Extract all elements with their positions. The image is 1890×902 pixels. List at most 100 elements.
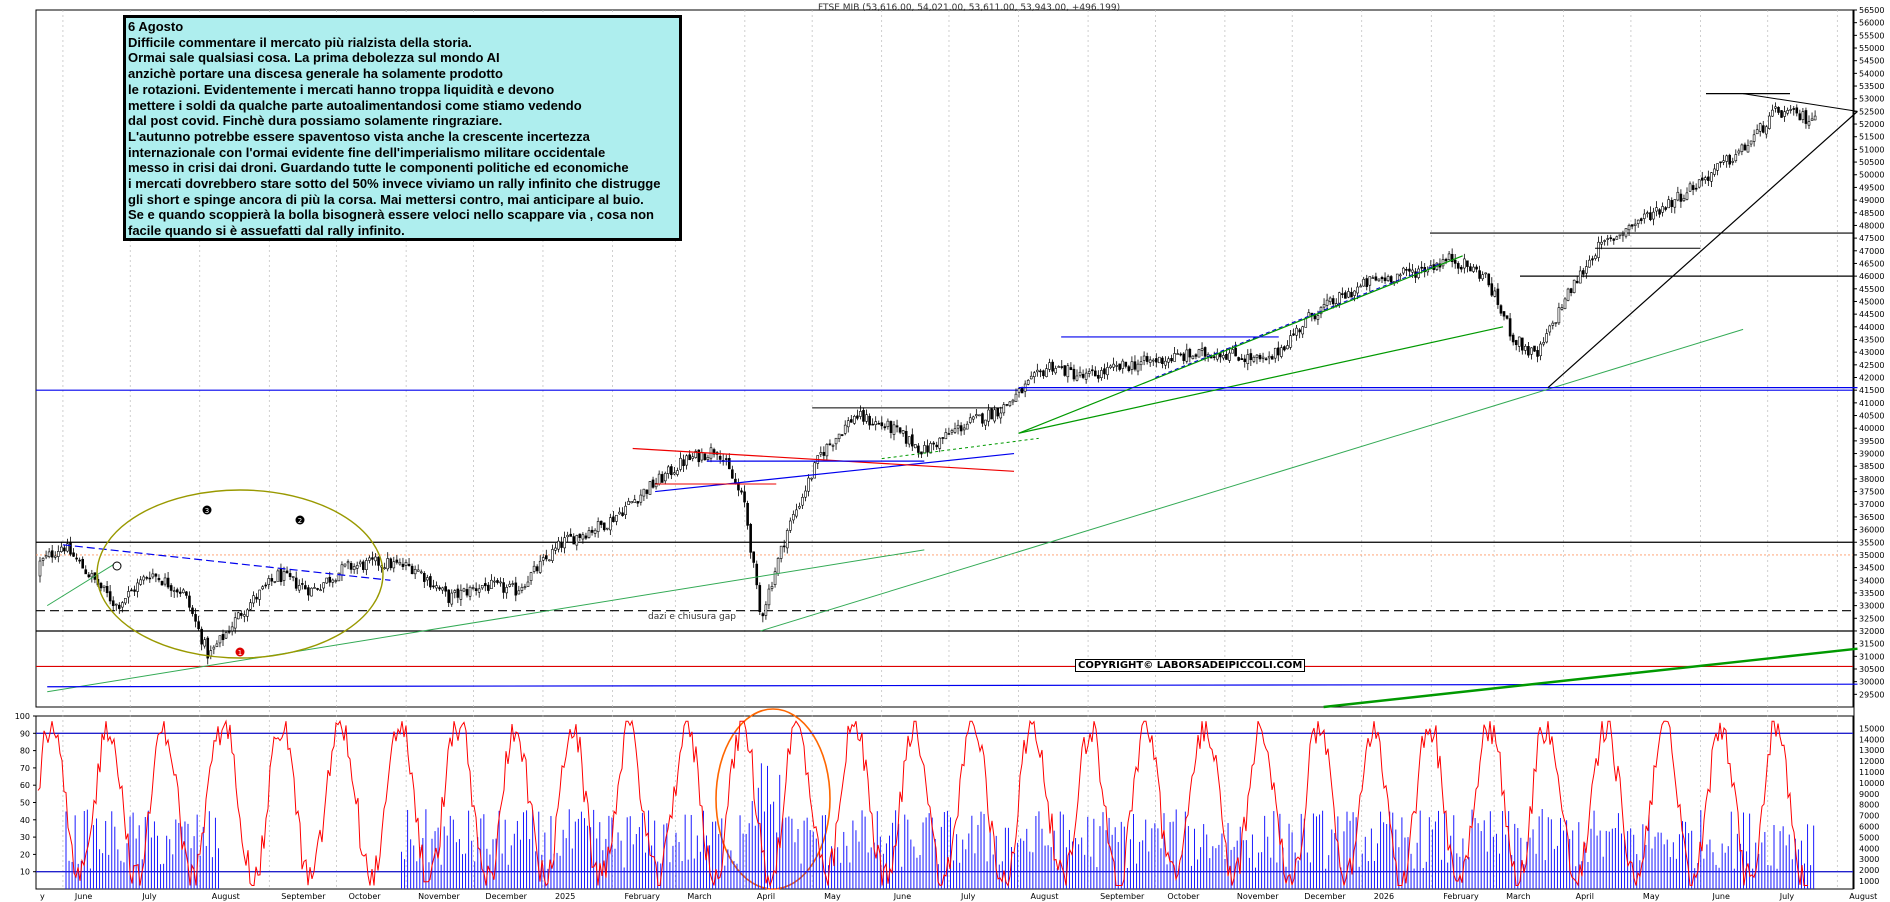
- volume-tick-label: 5000: [1859, 833, 1879, 842]
- candle-body: [621, 512, 624, 516]
- x-tick-label: y: [40, 892, 45, 901]
- volume-tick-label: 10000: [1859, 779, 1884, 788]
- candle-body: [1017, 388, 1021, 393]
- candle-body: [1005, 404, 1009, 406]
- trendline-green: [46, 562, 118, 607]
- candle-body: [1173, 353, 1176, 362]
- candle-body: [252, 595, 255, 604]
- candle-body: [432, 585, 435, 588]
- commentary-box: 6 Agosto Difficile commentare il mercato…: [123, 15, 682, 241]
- candle-body: [1783, 111, 1786, 117]
- y-tick-label: 48000: [1859, 221, 1884, 230]
- candle-body: [892, 424, 896, 435]
- marker-circle: [112, 561, 122, 571]
- y-tick-label: 43500: [1859, 335, 1884, 344]
- candle-body: [1490, 283, 1494, 296]
- candle-body: [654, 483, 658, 488]
- candle-body: [1029, 375, 1033, 380]
- candle-body: [1374, 276, 1378, 281]
- candle-body: [1585, 266, 1588, 274]
- candle-body: [1539, 343, 1542, 357]
- x-tick-label: December: [1304, 892, 1346, 901]
- y-tick-label: 42500: [1859, 361, 1884, 370]
- candle-body: [1115, 365, 1118, 367]
- candle-body: [1728, 154, 1731, 165]
- candle-body: [1139, 361, 1143, 366]
- candle-body: [47, 551, 51, 558]
- candle-body: [1359, 285, 1362, 288]
- candle-body: [349, 563, 353, 570]
- candle-body: [1270, 356, 1274, 360]
- candle-body: [569, 533, 573, 537]
- candle-body: [828, 443, 832, 446]
- candle-body: [1237, 357, 1240, 361]
- candle-body: [1240, 358, 1243, 361]
- candle-body: [804, 490, 807, 498]
- candle-body: [779, 545, 783, 559]
- candle-body: [1246, 354, 1250, 364]
- candle-body: [1679, 193, 1683, 202]
- candle-body: [297, 585, 301, 591]
- highlight-circle: [715, 708, 831, 890]
- candle-body: [355, 565, 359, 569]
- candle-body: [1273, 347, 1277, 359]
- candle-body: [139, 579, 142, 585]
- candle-body: [1338, 292, 1341, 304]
- y-tick-label: 51000: [1859, 145, 1884, 154]
- y-tick-label: 31000: [1859, 652, 1884, 661]
- candle-body: [1057, 366, 1060, 368]
- volume-tick-label: 7000: [1859, 812, 1879, 821]
- candle-body: [206, 637, 210, 659]
- candle-body: [1289, 335, 1292, 348]
- candle-body: [191, 607, 194, 614]
- price-panel-frame: [35, 9, 1854, 708]
- candle-body: [926, 445, 929, 453]
- candle-body: [1185, 349, 1189, 362]
- candle-body: [1704, 177, 1707, 181]
- candle-body: [575, 535, 579, 546]
- candle-body: [526, 581, 530, 587]
- candle-body: [1478, 270, 1481, 279]
- candle-body: [1527, 346, 1530, 356]
- candle-body: [194, 614, 197, 622]
- oscillator-tick-label: 90: [20, 729, 30, 738]
- candle-body: [105, 586, 109, 594]
- y-tick-label: 47500: [1859, 234, 1884, 243]
- x-tick-label: 2026: [1374, 892, 1394, 901]
- candle-body: [849, 419, 853, 423]
- candle-body: [605, 527, 609, 530]
- candle-body: [1801, 111, 1805, 120]
- candle-body: [1368, 276, 1372, 286]
- candle-body: [996, 407, 1000, 417]
- candle-body: [1768, 115, 1771, 129]
- candle-body: [1673, 199, 1677, 208]
- candle-body: [712, 449, 716, 455]
- candle-body: [801, 496, 804, 506]
- candle-body: [1389, 276, 1393, 283]
- candle-body: [422, 573, 426, 582]
- candle-body: [282, 571, 286, 581]
- candle-body: [615, 514, 618, 522]
- candle-body: [956, 424, 960, 429]
- candle-body: [1734, 154, 1738, 162]
- trendline-blue-dashed: [62, 544, 391, 581]
- y-tick-label: 36500: [1859, 513, 1884, 522]
- candle-body: [727, 458, 731, 470]
- candle-body: [328, 576, 332, 583]
- candle-body: [740, 490, 743, 493]
- candle-body: [166, 577, 170, 588]
- note-line: 6 Agosto: [128, 19, 184, 34]
- y-tick-label: 40500: [1859, 412, 1884, 421]
- candle-body: [938, 437, 942, 449]
- candle-body: [1551, 322, 1555, 326]
- candle-body: [1493, 290, 1497, 297]
- candle-body: [1533, 345, 1536, 352]
- candle-body: [529, 572, 533, 581]
- candle-body: [1200, 348, 1204, 351]
- candle-body: [133, 589, 136, 592]
- candle-body: [1463, 258, 1466, 269]
- candle-body: [87, 574, 91, 578]
- candle-body: [1792, 108, 1796, 110]
- candle-body: [1649, 212, 1652, 220]
- oscillator-tick-label: 20: [20, 850, 30, 859]
